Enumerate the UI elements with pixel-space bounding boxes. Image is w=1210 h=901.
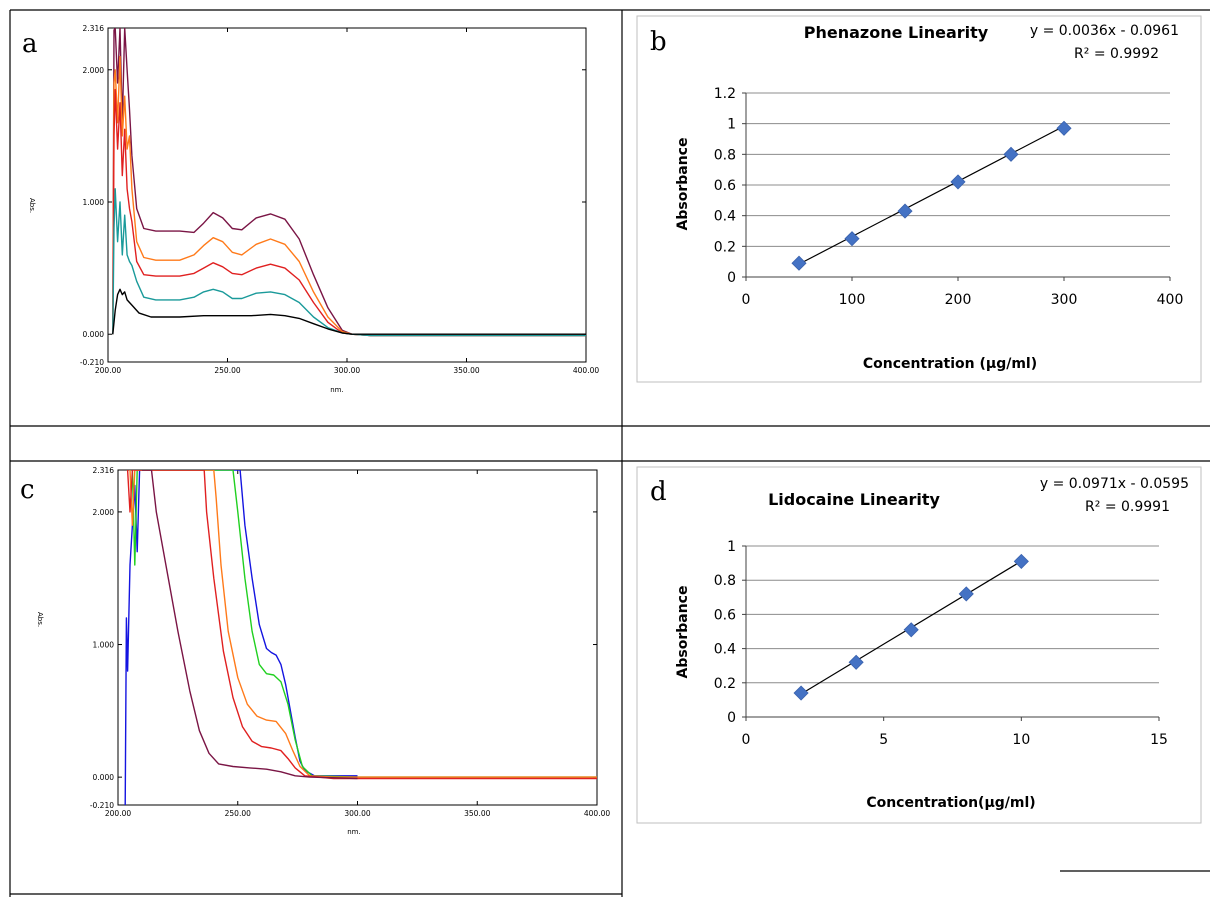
y-tick-label: 2.000 (93, 508, 115, 517)
x-tick-label: 300 (1051, 292, 1078, 308)
x-tick-label: 5 (879, 732, 888, 748)
data-point (1056, 120, 1072, 136)
chart-title: Phenazone Linearity (804, 23, 989, 42)
x-tick-label: 400.00 (573, 366, 599, 375)
y-tick-label: 0.8 (714, 147, 736, 163)
plot-frame (117, 469, 598, 806)
y-tick-label: 0.2 (714, 239, 736, 255)
spectrum-line-5 (141, 470, 358, 780)
x-tick-label: 250.00 (225, 809, 251, 818)
x-tick-label: 400 (1157, 292, 1184, 308)
plot-frame (107, 27, 587, 363)
x-tick-label: 400.00 (584, 809, 610, 818)
y-axis-label: Absorbance (675, 138, 691, 231)
x-tick-label: 10 (1012, 732, 1030, 748)
data-point (950, 174, 966, 190)
y-tick-label: 0.8 (714, 573, 736, 589)
spectrum-line-2 (131, 470, 597, 778)
spectrum-line-3 (112, 88, 586, 337)
x-axis-label: nm. (347, 828, 360, 836)
spectrum-line-3 (129, 470, 597, 778)
y-tick-label: 0.4 (714, 642, 736, 658)
plot-area: 00.20.40.60.810 5 10 15 (714, 539, 1168, 748)
data-point (793, 685, 809, 701)
regression-equation: y = 0.0971x - 0.0595 (1040, 476, 1189, 492)
trendline (798, 125, 1065, 265)
y-tick-label: 0.000 (83, 330, 105, 339)
plot-area: 200.00 250.00 300.00 350.00 400.00 2.316 2.000… (90, 466, 611, 818)
y-tick-label: 2.316 (93, 466, 115, 475)
chart-title: Lidocaine Linearity (768, 490, 940, 509)
spectrum-line-1 (112, 28, 586, 337)
y-tick-label: -0.210 (90, 801, 114, 810)
y-tick-label: 0.2 (714, 676, 736, 692)
y-axis-label: Abs. (28, 198, 36, 213)
x-tick-label: 0 (742, 292, 751, 308)
x-tick-label: 350.00 (464, 809, 490, 818)
y-tick-label: 1.2 (714, 86, 736, 102)
r-squared: R² = 0.9992 (1074, 46, 1159, 62)
y-tick-label: 0.6 (714, 607, 736, 623)
chart-border (636, 466, 1202, 824)
x-axis-label: Concentration (µg/ml) (863, 356, 1037, 372)
plot-area: 0 0.2 0.4 0.6 0.8 1 1.2 0 100 200 300 400 (714, 86, 1184, 308)
x-tick-label: 15 (1150, 732, 1168, 748)
y-tick-label: 1.000 (83, 198, 105, 207)
phenazone-linearity-chart: Phenazone Linearity y = 0.0036x - 0.0961… (636, 15, 1202, 383)
x-axis-label: Concentration(µg/ml) (866, 795, 1035, 811)
panel-label-a: a (22, 29, 38, 59)
y-axis-label: Absorbance (675, 586, 691, 679)
spectrum-chart-c: Abs. nm. 200.00 250.00 300.00 350.00 400.002… (36, 466, 610, 836)
spectrum-line-1 (124, 470, 358, 805)
panel-label-d: d (650, 477, 667, 507)
plot-area: 200.00 250.00 300.00 350.00 400.00 2.316 2.000… (80, 24, 600, 375)
spectrum-chart-a: Abs. nm. 200.00 250.00 300.00 350.00 400.002… (28, 24, 599, 394)
data-point (844, 231, 860, 247)
x-tick-label: 350.00 (453, 366, 479, 375)
spectrum-line-4 (112, 188, 586, 337)
data-point (958, 586, 974, 602)
x-tick-label: 250.00 (214, 366, 240, 375)
y-tick-label: 0.6 (714, 178, 736, 194)
y-tick-label: 1.000 (93, 641, 115, 650)
x-tick-label: 100 (839, 292, 866, 308)
x-tick-label: 0 (742, 732, 751, 748)
y-tick-label: 1 (727, 117, 736, 133)
data-point (791, 255, 807, 271)
spectrum-line-5 (112, 288, 586, 335)
y-tick-label: -0.210 (80, 358, 104, 367)
data-point (903, 622, 919, 638)
data-point (897, 203, 913, 219)
x-tick-label: 200.00 (95, 366, 121, 375)
data-point (848, 654, 864, 670)
x-tick-label: 300.00 (334, 366, 360, 375)
lidocaine-linearity-chart: Lidocaine Linearity y = 0.0971x - 0.0595… (636, 466, 1202, 824)
y-tick-label: 1 (727, 539, 736, 555)
y-tick-label: 2.316 (83, 24, 105, 33)
y-tick-label: 0.000 (93, 773, 115, 782)
spectrum-line-2 (112, 55, 586, 337)
x-tick-label: 300.00 (344, 809, 370, 818)
y-axis-label: Abs. (36, 612, 44, 627)
y-tick-label: 2.000 (83, 66, 105, 75)
y-tick-label: 0 (727, 710, 736, 726)
y-tick-label: 0 (727, 270, 736, 286)
x-tick-label: 200.00 (105, 809, 131, 818)
spectrum-line-4 (126, 470, 597, 780)
x-tick-label: 200 (945, 292, 972, 308)
data-point (1013, 553, 1029, 569)
data-point (1003, 146, 1019, 162)
panel-label-b: b (650, 27, 667, 57)
x-axis-label: nm. (330, 386, 343, 394)
table-grid (9, 9, 1210, 897)
panel-label-c: c (20, 475, 35, 505)
r-squared: R² = 0.9991 (1085, 499, 1170, 515)
regression-equation: y = 0.0036x - 0.0961 (1030, 23, 1179, 39)
y-tick-label: 0.4 (714, 209, 736, 225)
chart-border (636, 15, 1202, 383)
